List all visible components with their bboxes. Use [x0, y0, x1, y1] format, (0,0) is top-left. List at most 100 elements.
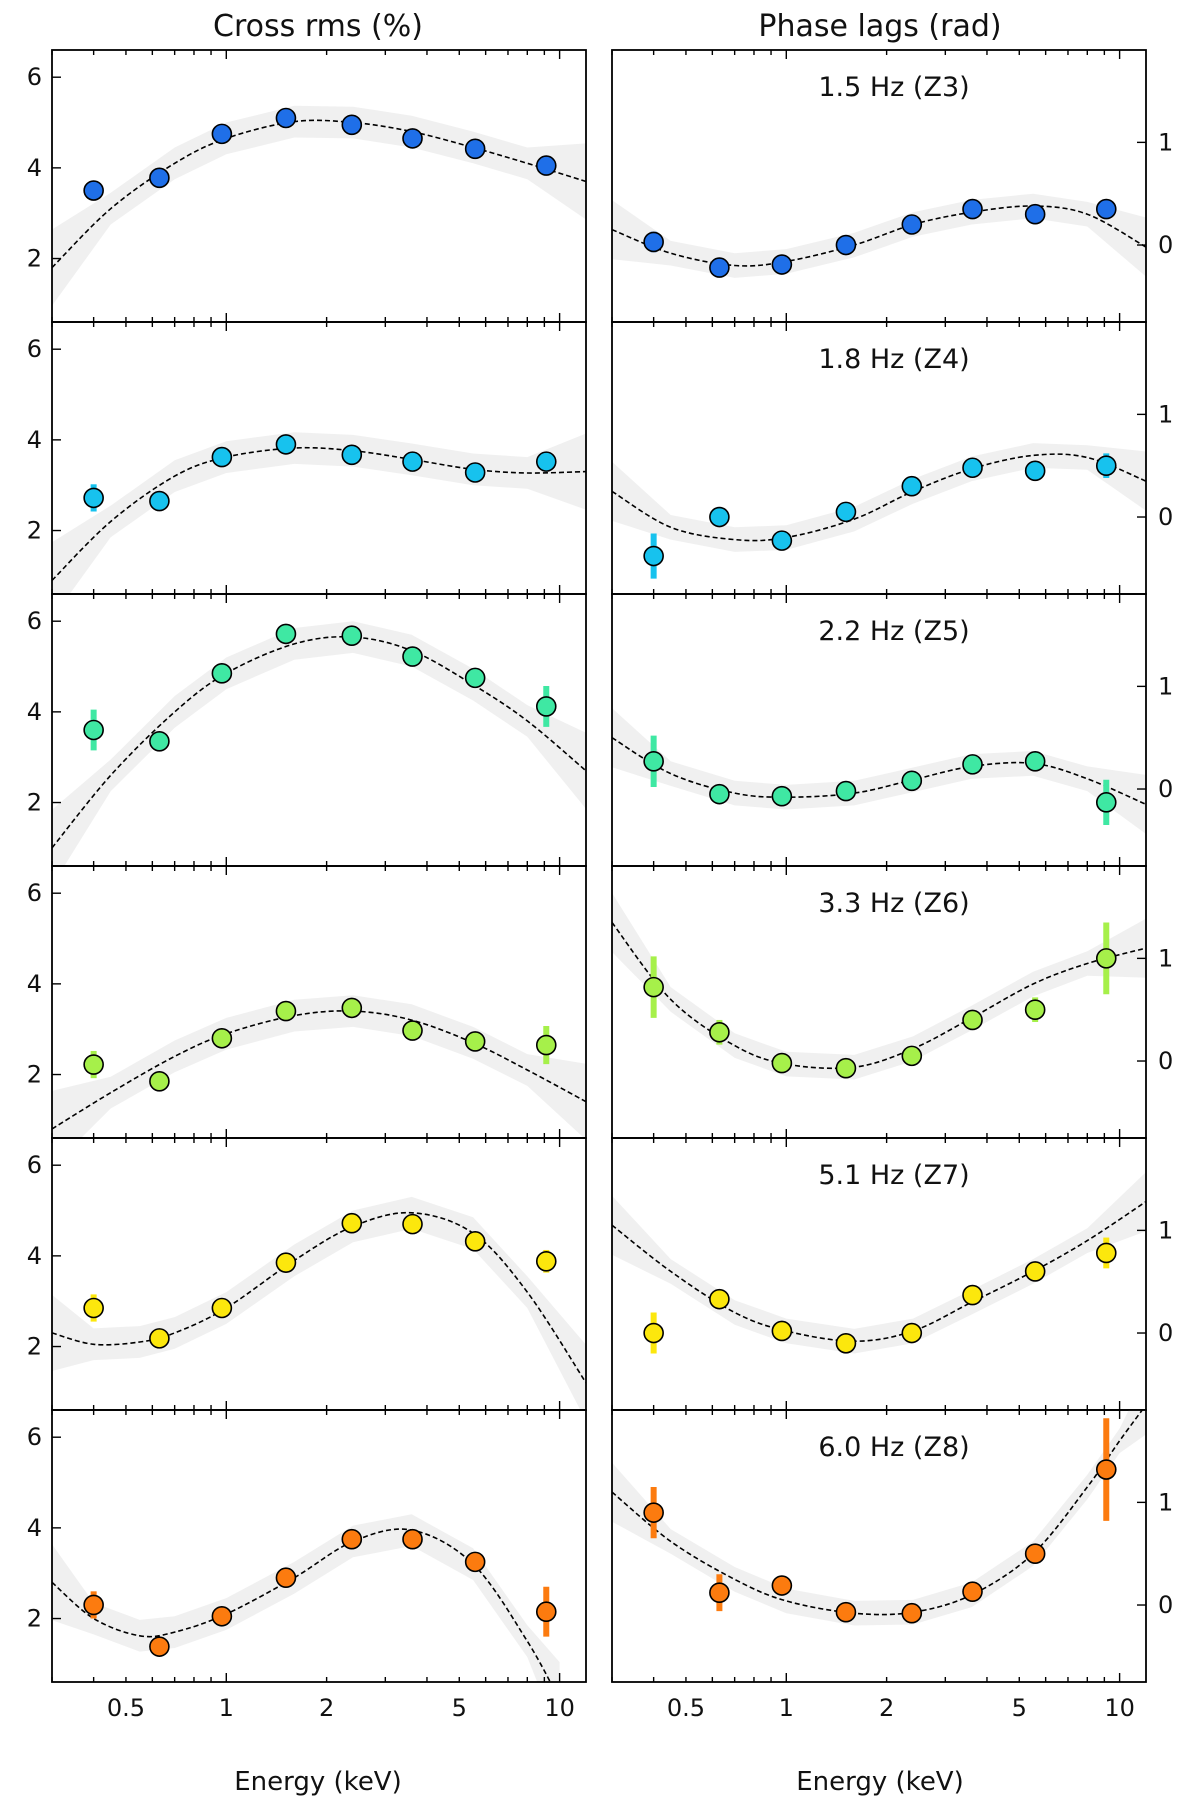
- right-column-title: Phase lags (rad): [758, 9, 1001, 44]
- panel-frequency-label: 1.5 Hz (Z3): [818, 72, 969, 103]
- data-point: [275, 1000, 297, 1022]
- data-point: [643, 976, 664, 998]
- data-point: [275, 107, 297, 129]
- data-point: [901, 1045, 923, 1067]
- data-point: [901, 770, 923, 792]
- x-tick-label: 0.5: [667, 1694, 705, 1722]
- data-point: [1024, 460, 1046, 482]
- data-point: [835, 1332, 857, 1354]
- data-point: [962, 1284, 983, 1306]
- panel-rms-2: 2 4 6: [27, 321, 587, 595]
- data-point: [402, 451, 423, 472]
- data-point: [1095, 792, 1117, 813]
- model-curve: [52, 446, 586, 581]
- model-uncertainty-band: [52, 995, 586, 1138]
- data-point: [771, 1052, 793, 1074]
- panel-frequency-label: 1.8 Hz (Z4): [818, 344, 969, 375]
- data-point: [83, 487, 104, 509]
- y-tick-label: 0: [1158, 1319, 1173, 1347]
- data-point: [1024, 1543, 1046, 1564]
- panel-lag-5: 0 1 5.1 Hz (Z7): [611, 1137, 1173, 1411]
- data-point: [211, 1027, 233, 1049]
- data-point: [149, 1071, 170, 1092]
- panel-frequency-label: 6.0 Hz (Z8): [818, 1432, 969, 1463]
- data-point: [835, 234, 857, 256]
- plot-area: [52, 621, 586, 866]
- data-point: [709, 257, 730, 278]
- plot-area: [612, 443, 1146, 579]
- data-point: [962, 198, 983, 220]
- data-point: [1095, 1242, 1117, 1264]
- y-tick-label: 0: [1158, 231, 1173, 259]
- panel-frame: [611, 1409, 1147, 1683]
- model-curve: [52, 1010, 586, 1130]
- data-point: [709, 1288, 730, 1310]
- data-point: [149, 167, 170, 189]
- data-point: [83, 1594, 104, 1616]
- panel-grid: 2 4 6 0 1 1.5 Hz (Z3) 2 4 6 0 1 1.8 Hz (Z4) 2 4 6 0 1 2.2…: [27, 49, 1173, 1722]
- data-point: [901, 214, 923, 235]
- y-tick-label: 2: [27, 1333, 42, 1361]
- data-point: [771, 530, 793, 551]
- data-point: [464, 138, 486, 160]
- data-point: [341, 997, 363, 1019]
- model-uncertainty-band: [612, 892, 1146, 1080]
- data-point: [901, 475, 923, 497]
- data-point: [275, 1252, 297, 1273]
- data-point: [709, 1021, 730, 1043]
- plot-area: [612, 892, 1146, 1080]
- y-tick-label: 1: [1158, 1216, 1173, 1244]
- data-point: [464, 1231, 486, 1252]
- data-point: [709, 1582, 730, 1604]
- panel-lag-4: 0 1 3.3 Hz (Z6): [611, 865, 1173, 1139]
- data-point: [901, 1322, 923, 1344]
- data-point: [643, 751, 664, 772]
- data-point: [464, 1031, 486, 1052]
- y-tick-label: 2: [27, 245, 42, 273]
- data-point: [643, 1502, 664, 1523]
- data-point: [962, 1009, 983, 1031]
- panel-frame: [51, 1409, 587, 1683]
- model-curve: [52, 1528, 552, 1682]
- model-uncertainty-band: [52, 1514, 560, 1682]
- data-point: [341, 1212, 363, 1234]
- y-tick-label: 1: [1158, 128, 1173, 156]
- data-point: [275, 1567, 297, 1589]
- data-point: [535, 451, 557, 472]
- y-tick-label: 0: [1158, 503, 1173, 531]
- data-point: [1095, 198, 1117, 220]
- y-tick-label: 1: [1158, 400, 1173, 428]
- data-point: [535, 1251, 557, 1272]
- plot-area: [52, 995, 586, 1138]
- data-point: [643, 1322, 664, 1344]
- data-point: [835, 1601, 857, 1623]
- panel-rms-6: 2 4 6 0.5 1 2 5 10: [27, 1409, 587, 1722]
- panel-rms-1: 2 4 6: [27, 49, 587, 323]
- left-x-axis-label: Energy (keV): [234, 1767, 402, 1797]
- data-point: [149, 1636, 170, 1657]
- data-point: [709, 783, 730, 805]
- y-tick-label: 4: [27, 1242, 42, 1270]
- data-point: [1024, 751, 1046, 772]
- model-curve: [612, 922, 1146, 1070]
- data-point: [341, 114, 363, 136]
- y-tick-label: 4: [27, 426, 42, 454]
- data-point: [535, 1601, 557, 1623]
- data-point: [275, 623, 297, 645]
- y-tick-label: 4: [27, 970, 42, 998]
- data-point: [771, 1575, 793, 1596]
- plot-area: [612, 708, 1146, 834]
- y-tick-label: 4: [27, 1514, 42, 1542]
- plot-area: [52, 432, 586, 594]
- left-column-title: Cross rms (%): [213, 9, 423, 44]
- data-point: [211, 1605, 233, 1627]
- data-point: [149, 731, 170, 752]
- panel-frequency-label: 5.1 Hz (Z7): [818, 1160, 969, 1191]
- data-point: [149, 490, 170, 512]
- data-point: [83, 1054, 104, 1075]
- x-tick-label: 5: [1012, 1694, 1027, 1722]
- data-point: [83, 719, 104, 741]
- data-point: [535, 155, 557, 176]
- data-point: [211, 446, 233, 468]
